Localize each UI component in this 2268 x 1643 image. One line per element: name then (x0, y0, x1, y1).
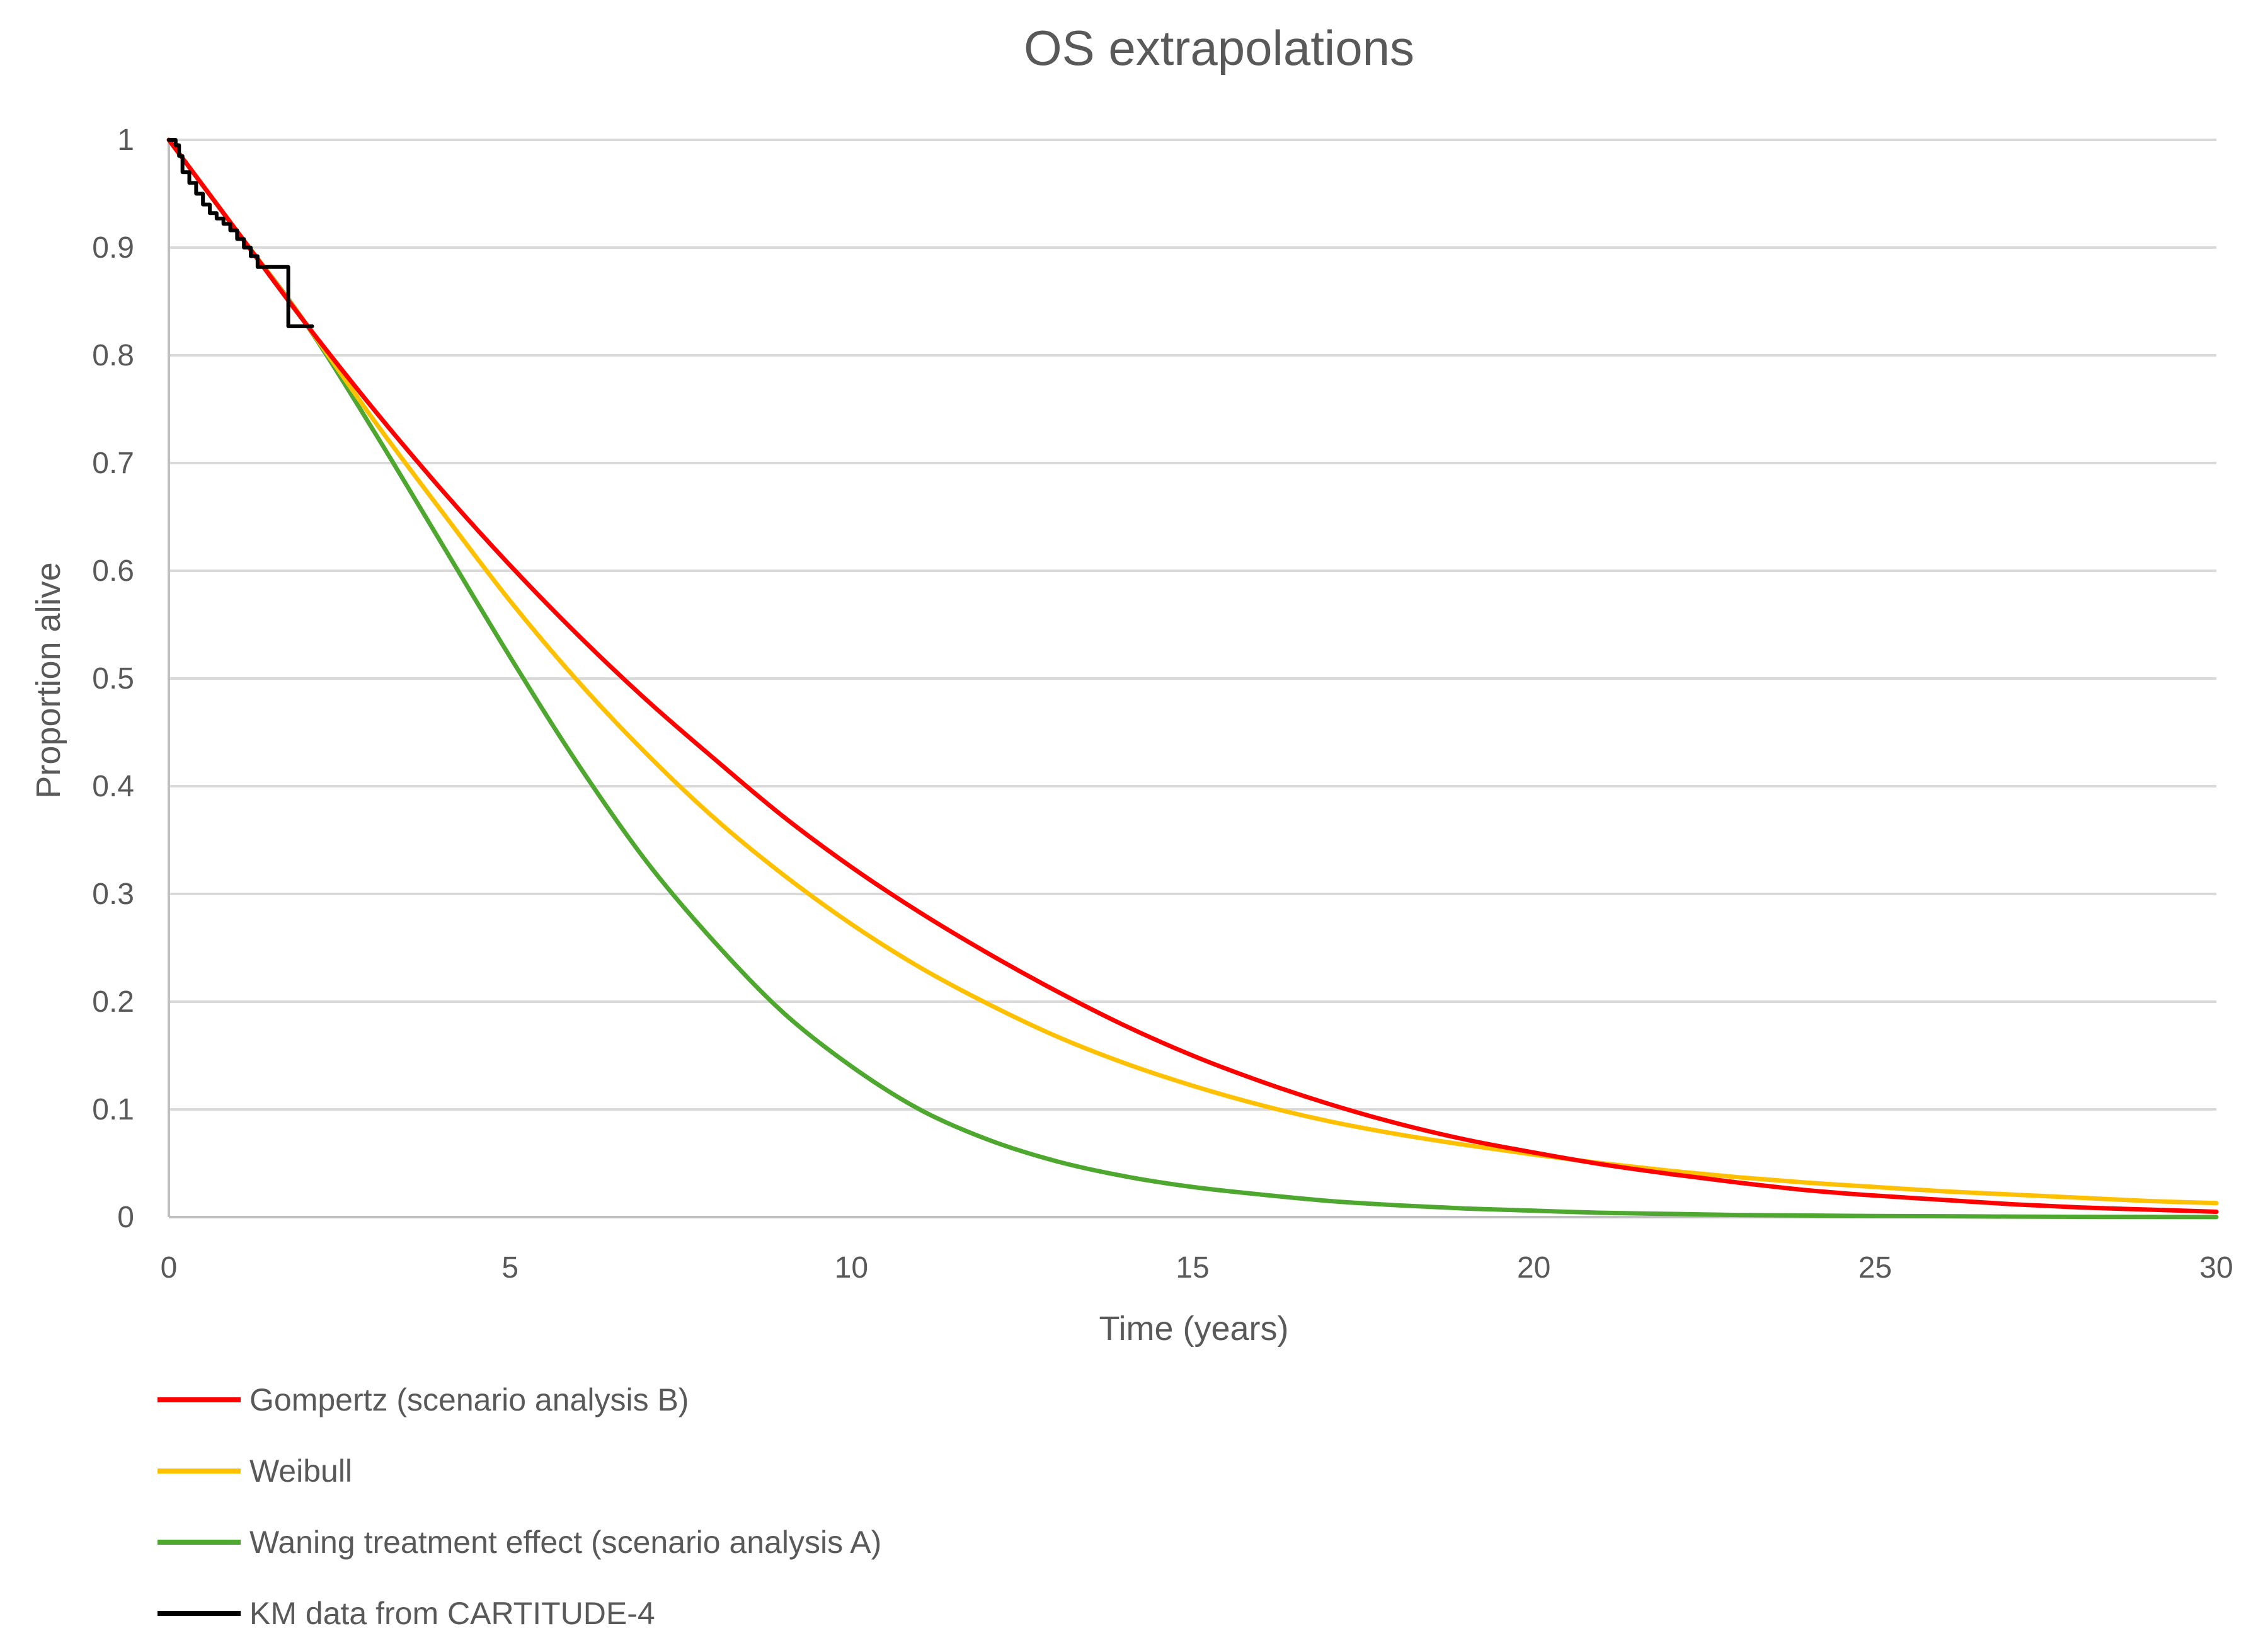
x-tick-label: 10 (835, 1251, 868, 1285)
series-lines (166, 137, 2219, 1220)
x-tick-label: 30 (2199, 1251, 2233, 1285)
y-tick-label: 0.6 (92, 554, 134, 588)
y-tick-label: 0.1 (92, 1093, 134, 1126)
series-line-km-data-from-cartitude-4 (167, 138, 314, 328)
x-tick-label: 5 (501, 1251, 518, 1285)
y-axis-label: Proportion alive (30, 562, 67, 798)
legend: Gompertz (scenario analysis B) Weibull Wan… (158, 1382, 881, 1631)
legend-label: Gompertz (scenario analysis B) (249, 1382, 689, 1417)
y-tick-label: 0.2 (92, 985, 134, 1019)
legend-label: KM data from CARTITUDE-4 (249, 1596, 655, 1631)
y-tick-label: 0.9 (92, 231, 134, 265)
y-axis-ticks: 0 0.1 0.2 0.3 0.4 0.5 0.6 0.7 0.8 0.9 1 (92, 123, 134, 1234)
legend-label: Waning treatment effect (scenario analys… (249, 1525, 881, 1560)
series-line-waning-treatment-effect-scenario-analysis-a (166, 137, 2219, 1220)
x-tick-label: 15 (1176, 1251, 1209, 1285)
y-tick-label: 0 (117, 1201, 134, 1234)
y-tick-label: 0.7 (92, 447, 134, 480)
y-tick-label: 0.8 (92, 339, 134, 372)
y-tick-label: 1 (117, 123, 134, 157)
y-tick-label: 0.5 (92, 662, 134, 696)
x-axis-ticks: 0 5 10 15 20 25 30 (161, 1251, 2233, 1285)
x-tick-label: 25 (1858, 1251, 1892, 1285)
y-tick-label: 0.4 (92, 770, 134, 803)
y-tick-label: 0.3 (92, 878, 134, 911)
legend-label: Weibull (249, 1453, 352, 1489)
x-tick-label: 0 (161, 1251, 178, 1285)
series-line-gompertz-scenario-analysis-b (166, 137, 2219, 1214)
x-axis-label: Time (years) (1099, 1310, 1288, 1348)
series-line-weibull (166, 137, 2219, 1206)
gridlines (168, 139, 2216, 1218)
chart-title: OS extrapolations (1024, 20, 1414, 76)
x-tick-label: 20 (1517, 1251, 1550, 1285)
